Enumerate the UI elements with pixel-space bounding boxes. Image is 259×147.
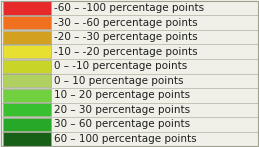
Text: 60 – 100 percentage points: 60 – 100 percentage points: [54, 134, 196, 144]
Text: 30 – 60 percentage points: 30 – 60 percentage points: [54, 120, 190, 130]
FancyBboxPatch shape: [3, 132, 51, 146]
Text: -10 – -20 percentage points: -10 – -20 percentage points: [54, 47, 197, 57]
FancyBboxPatch shape: [3, 60, 51, 73]
FancyBboxPatch shape: [3, 89, 51, 102]
Text: 10 – 20 percentage points: 10 – 20 percentage points: [54, 90, 190, 100]
FancyBboxPatch shape: [3, 74, 51, 87]
Text: 20 – 30 percentage points: 20 – 30 percentage points: [54, 105, 190, 115]
Text: 0 – -10 percentage points: 0 – -10 percentage points: [54, 61, 187, 71]
FancyBboxPatch shape: [3, 1, 51, 15]
FancyBboxPatch shape: [3, 31, 51, 44]
Text: -60 – -100 percentage points: -60 – -100 percentage points: [54, 3, 204, 13]
Text: 0 – 10 percentage points: 0 – 10 percentage points: [54, 76, 183, 86]
FancyBboxPatch shape: [3, 118, 51, 131]
FancyBboxPatch shape: [3, 45, 51, 58]
FancyBboxPatch shape: [3, 103, 51, 116]
Text: -20 – -30 percentage points: -20 – -30 percentage points: [54, 32, 197, 42]
Text: -30 – -60 percentage points: -30 – -60 percentage points: [54, 17, 197, 27]
FancyBboxPatch shape: [3, 16, 51, 29]
